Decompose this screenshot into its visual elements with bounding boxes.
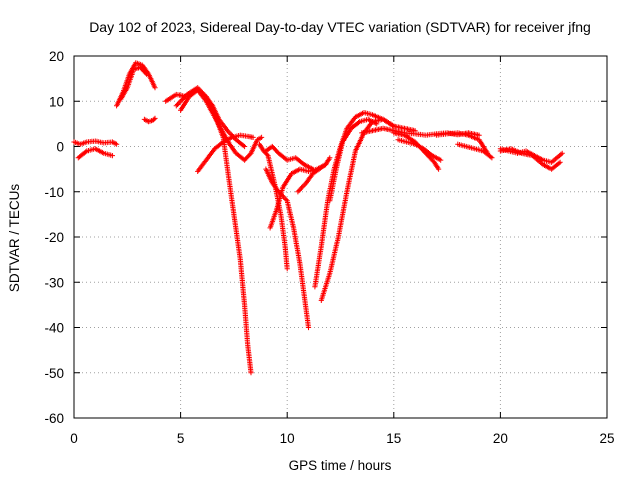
y-tick-label: -40 <box>44 321 64 336</box>
y-tick-label: -30 <box>44 275 64 290</box>
x-tick-label: 0 <box>70 431 78 446</box>
data-marker-trace <box>178 87 265 163</box>
chart-title: Day 102 of 2023, Sidereal Day-to-day VTE… <box>89 19 591 35</box>
data-marker-trace <box>141 115 158 125</box>
data-marker-trace <box>433 130 491 156</box>
y-tick-label: -60 <box>44 411 64 426</box>
data-marker-trace <box>256 141 290 272</box>
data-marker-trace <box>118 64 150 102</box>
data-marker-trace <box>71 138 120 147</box>
data-marker-trace <box>318 116 418 303</box>
data-marker-trace <box>312 110 397 290</box>
data-marker-trace <box>455 141 495 161</box>
series-sat-v <box>455 141 495 161</box>
series-sat-k <box>263 143 316 172</box>
series-sat-b <box>75 146 115 161</box>
series-sat-s <box>391 130 442 172</box>
series-sat-n <box>295 155 333 195</box>
data-marker-trace <box>327 116 380 204</box>
data-marker-trace <box>395 137 444 163</box>
series-sat-g <box>173 85 254 376</box>
series-sat-d <box>118 64 150 102</box>
x-axis-label: GPS time / hours <box>289 458 392 473</box>
series-sat-h <box>178 87 265 163</box>
y-tick-label: 10 <box>49 94 64 109</box>
y-tick-label: -20 <box>44 230 64 245</box>
series-sat-p <box>318 116 418 303</box>
y-tick-label: 20 <box>49 49 64 64</box>
series-sat-l <box>263 166 312 331</box>
x-tick-label: 25 <box>599 431 614 446</box>
x-tick-label: 15 <box>386 431 401 446</box>
data-points <box>71 60 565 376</box>
y-tick-label: 0 <box>56 140 64 155</box>
y-axis-label: SDTVAR / TECUs <box>7 184 22 293</box>
x-tick-labels: 0 5 10 15 20 25 <box>70 431 614 446</box>
data-marker-trace <box>263 143 316 172</box>
series-sat-t <box>395 137 444 163</box>
data-marker-trace <box>263 166 312 331</box>
data-marker-trace <box>497 146 565 165</box>
series-sat-e <box>141 115 158 125</box>
grid-lines <box>74 56 607 418</box>
data-marker-trace <box>391 130 442 172</box>
y-tick-label: -10 <box>44 185 64 200</box>
series-sat-j <box>256 141 290 272</box>
x-tick-label: 5 <box>177 431 185 446</box>
y-tick-labels: -60 -50 -40 -30 -20 -10 0 10 20 <box>44 49 64 426</box>
data-marker-trace <box>75 146 115 161</box>
data-marker-trace <box>359 125 482 138</box>
series-sat-x <box>497 146 565 165</box>
series-sat-q <box>327 116 380 204</box>
series-sat-o <box>312 110 397 290</box>
y-tick-label: -50 <box>44 366 64 381</box>
x-tick-label: 20 <box>493 431 508 446</box>
data-marker-trace <box>195 132 256 174</box>
series-sat-r <box>359 125 482 138</box>
x-tick-label: 10 <box>280 431 295 446</box>
series-sat-i <box>195 132 256 174</box>
data-marker-trace <box>295 155 333 195</box>
series-sat-u <box>433 130 491 156</box>
series-sat-a <box>71 138 120 147</box>
data-marker-trace <box>173 85 254 376</box>
axis-ticks <box>73 55 608 419</box>
